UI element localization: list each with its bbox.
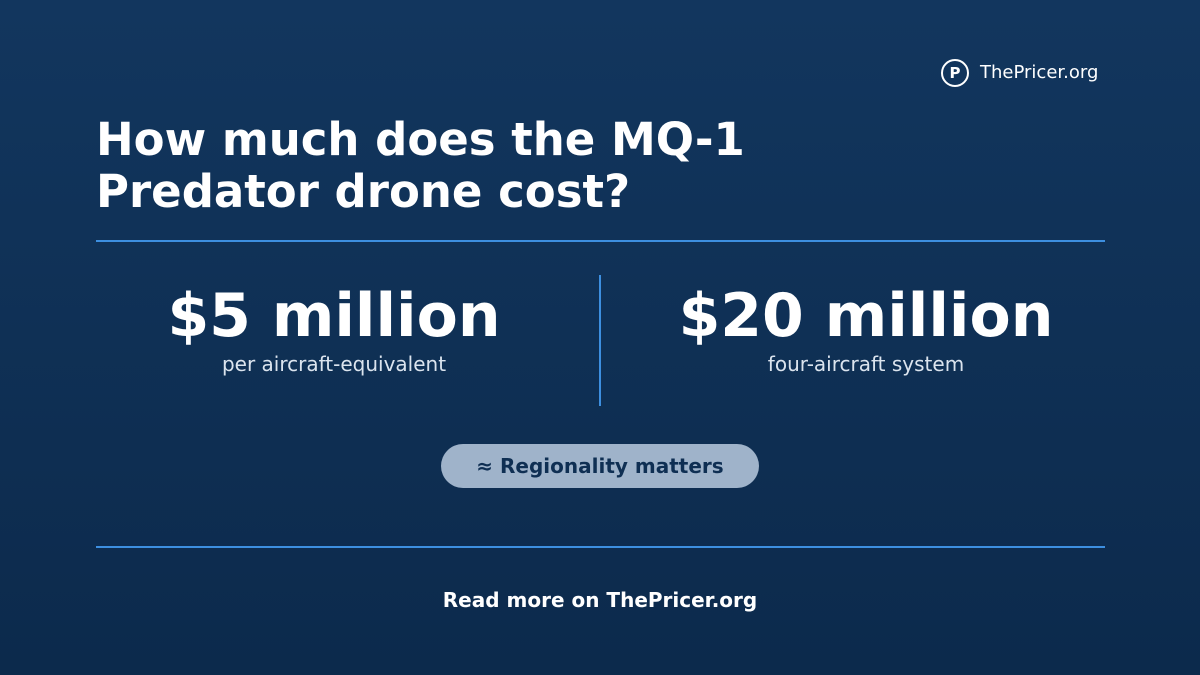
stat-value: $20 million xyxy=(678,281,1054,351)
divider xyxy=(96,240,1105,242)
title-line: Predator drone cost? xyxy=(96,165,631,218)
stat-label: four-aircraft system xyxy=(767,352,965,376)
title: How much does the MQ-1 Predator drone co… xyxy=(96,114,745,218)
divider xyxy=(96,546,1105,548)
stat: $5 million per aircraft-equivalent xyxy=(84,280,584,376)
footer-link[interactable]: Read more on ThePricer.org xyxy=(442,588,758,612)
stat-value: $5 million xyxy=(167,281,501,351)
divider xyxy=(599,275,601,406)
brand-name: ThePricer.org xyxy=(980,62,1099,83)
stat-label: per aircraft-equivalent xyxy=(221,352,447,376)
badge: ≈ Regionality matters xyxy=(441,444,759,488)
stat: $20 million four-aircraft system xyxy=(616,280,1116,376)
title-line: How much does the MQ-1 xyxy=(96,113,745,166)
logo: P xyxy=(941,59,969,87)
